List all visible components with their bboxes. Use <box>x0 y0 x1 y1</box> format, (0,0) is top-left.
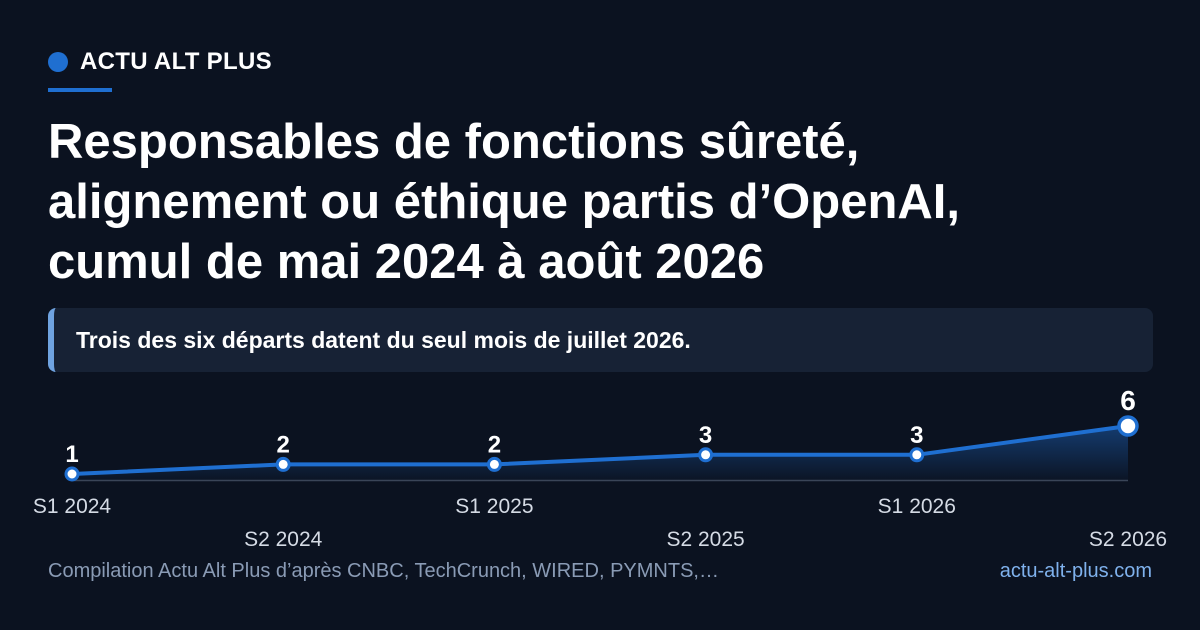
title-line-3: cumul de mai 2024 à août 2026 <box>48 235 765 289</box>
source-note: Compilation Actu Alt Plus d’après CNBC, … <box>48 560 719 582</box>
data-label: 3 <box>699 422 712 449</box>
data-point-highlight <box>1117 415 1139 437</box>
callout-text: Trois des six départs datent du seul moi… <box>76 326 691 353</box>
site-link[interactable]: actu-alt-plus.com <box>999 560 1152 582</box>
brand-dot-icon <box>48 52 68 72</box>
x-tick-label: S1 2024 <box>33 495 112 518</box>
data-label: 3 <box>910 422 923 449</box>
x-tick-label: S1 2025 <box>455 495 533 518</box>
callout: Trois des six départs datent du seul moi… <box>48 308 1153 372</box>
x-tick-label: S2 2025 <box>666 528 744 551</box>
data-point <box>64 466 80 482</box>
data-point <box>698 447 714 463</box>
data-label: 6 <box>1120 385 1136 416</box>
brand-underline <box>48 88 112 92</box>
brand-name: ACTU ALT PLUS <box>80 48 272 75</box>
brand: ACTU ALT PLUS <box>48 48 272 76</box>
title-line-2: alignement ou éthique partis d’OpenAI, <box>48 175 961 229</box>
data-point <box>909 447 925 463</box>
x-tick-label: S2 2024 <box>244 528 323 551</box>
data-label: 2 <box>488 431 501 458</box>
data-label: 2 <box>277 431 290 458</box>
page-title: Responsables de fonctions sûreté, aligne… <box>48 112 1158 292</box>
x-tick-label: S2 2026 <box>1089 528 1167 551</box>
data-point <box>486 456 502 472</box>
x-tick-label: S1 2026 <box>878 495 956 518</box>
data-point <box>275 456 291 472</box>
data-label: 1 <box>65 441 78 468</box>
title-line-1: Responsables de fonctions sûreté, <box>48 115 860 169</box>
area-fill <box>72 426 1128 480</box>
series-line <box>70 424 1130 476</box>
